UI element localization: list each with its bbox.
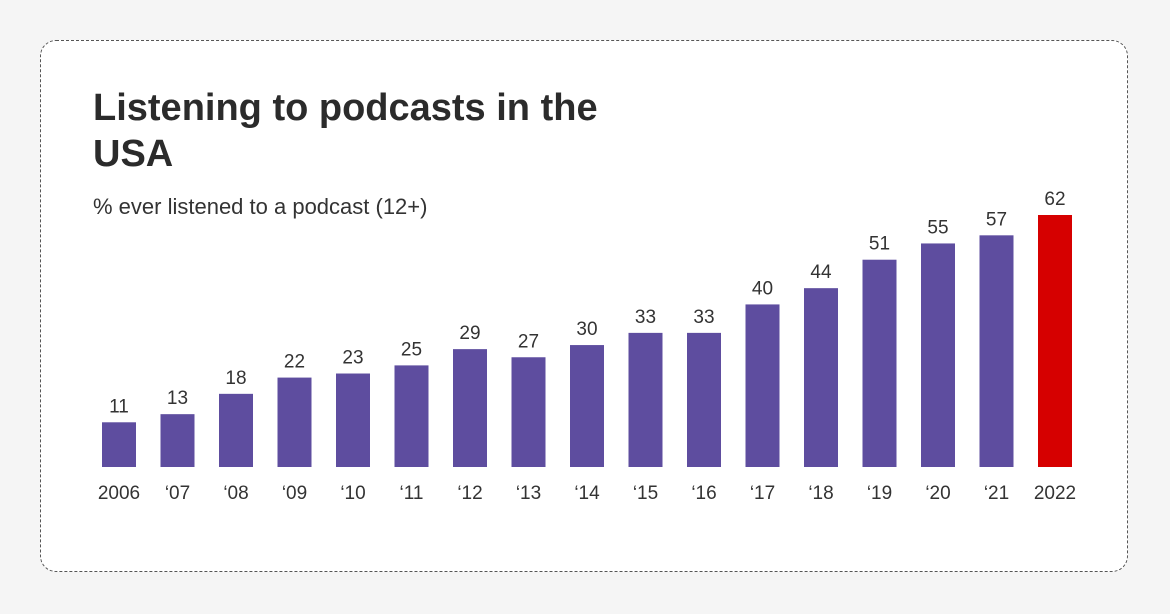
value-labels-group: 11 13 18 22 23 25 29 27 30 33 33 40 44 51 55 57 62 <box>109 189 1065 417</box>
value-label-1: 13 <box>167 388 188 409</box>
category-label-7: ‘13 <box>516 483 541 504</box>
category-label-4: ‘10 <box>340 483 365 504</box>
value-label-3: 22 <box>284 352 305 373</box>
bar-4 <box>336 373 370 467</box>
bar-12 <box>804 288 838 467</box>
value-label-5: 25 <box>401 339 422 360</box>
bar-16 <box>1038 215 1072 467</box>
value-label-10: 33 <box>693 307 714 328</box>
value-label-9: 33 <box>635 307 656 328</box>
value-label-12: 44 <box>810 262 832 283</box>
bar-chart: 11 13 18 22 23 25 29 27 30 33 33 40 44 51 55 57 62 2006 ‘… <box>98 189 1076 504</box>
category-label-10: ‘16 <box>691 483 716 504</box>
category-label-16: 2022 <box>1034 483 1076 504</box>
category-label-2: ‘08 <box>223 483 248 504</box>
value-label-6: 29 <box>459 323 480 344</box>
bar-11 <box>745 304 780 467</box>
value-label-2: 18 <box>225 368 246 389</box>
category-label-9: ‘15 <box>633 483 658 504</box>
bar-5 <box>394 365 429 467</box>
bar-13 <box>862 259 897 467</box>
category-label-1: ‘07 <box>165 483 190 504</box>
bar-7 <box>511 357 546 467</box>
bar-9 <box>628 332 663 467</box>
category-labels-group: 2006 ‘07 ‘08 ‘09 ‘10 ‘11 ‘12 ‘13 ‘14 ‘15 ‘16 ‘17 ‘18… <box>98 483 1076 504</box>
bar-2 <box>219 393 253 467</box>
value-label-8: 30 <box>576 319 597 340</box>
category-label-6: ‘12 <box>457 483 482 504</box>
value-label-14: 55 <box>927 217 948 238</box>
bar-14 <box>921 243 955 467</box>
bar-8 <box>570 345 604 467</box>
value-label-15: 57 <box>986 209 1007 230</box>
category-label-11: ‘17 <box>750 483 775 504</box>
chart-title: Listening to podcasts in the USA <box>93 87 598 175</box>
chart-subtitle: % ever listened to a podcast (12+) <box>93 194 428 219</box>
category-label-13: ‘19 <box>867 483 892 504</box>
bar-0 <box>102 422 136 467</box>
bar-3 <box>277 377 312 467</box>
chart-card: Listening to podcasts in the USA % ever … <box>40 40 1128 572</box>
value-label-4: 23 <box>342 348 363 369</box>
value-label-13: 51 <box>869 234 890 255</box>
category-label-3: ‘09 <box>282 483 307 504</box>
category-label-12: ‘18 <box>808 483 833 504</box>
bar-15 <box>979 235 1014 467</box>
category-label-0: 2006 <box>98 483 140 504</box>
value-label-16: 62 <box>1044 189 1065 210</box>
category-label-8: ‘14 <box>574 483 600 504</box>
bar-10 <box>687 332 721 467</box>
bar-6 <box>453 349 487 467</box>
category-label-5: ‘11 <box>400 483 424 504</box>
value-label-7: 27 <box>518 331 539 352</box>
bars-group <box>102 215 1072 467</box>
value-label-0: 11 <box>109 396 129 417</box>
value-label-11: 40 <box>752 278 773 299</box>
category-label-15: ‘21 <box>984 483 1009 504</box>
category-label-14: ‘20 <box>925 483 950 504</box>
bar-1 <box>160 414 195 467</box>
